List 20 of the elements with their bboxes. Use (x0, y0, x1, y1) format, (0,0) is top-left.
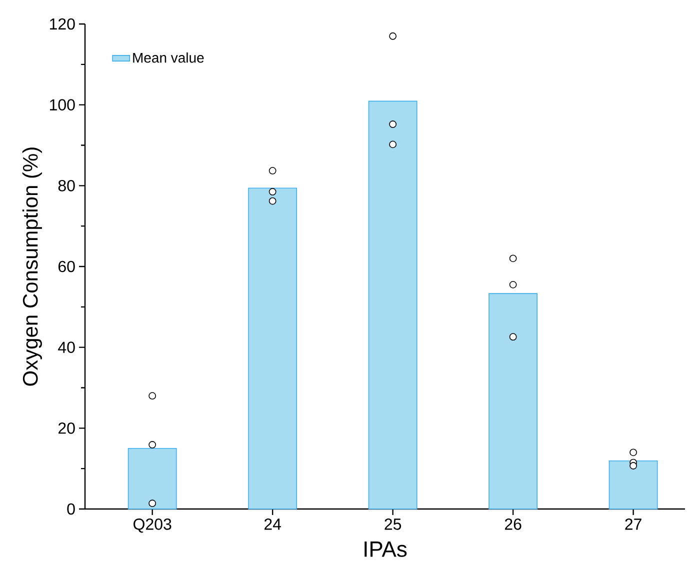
x-tick-label: 26 (504, 518, 522, 530)
x-tick-label: 27 (625, 518, 642, 530)
y-tick-label: 40 (58, 342, 75, 353)
bar (128, 448, 177, 510)
x-tick-label: 25 (384, 518, 402, 530)
y-tick-label: 20 (58, 422, 75, 434)
bar (608, 460, 658, 510)
bar (368, 100, 418, 510)
y-axis-title: Oxygen Consumption (%) (22, 148, 42, 386)
y-tick-label: 120 (50, 18, 75, 30)
legend-label: Mean value (133, 52, 204, 63)
bar (248, 188, 298, 510)
x-axis-title: IPAs (364, 542, 407, 557)
x-tick-label: 24 (264, 518, 282, 530)
y-tick-label: 100 (50, 99, 75, 110)
x-tick-label: Q203 (134, 518, 172, 533)
bar (488, 293, 538, 510)
y-tick-label: 0 (67, 503, 75, 515)
y-tick-label: 60 (58, 260, 75, 272)
y-tick-label: 80 (58, 180, 75, 192)
